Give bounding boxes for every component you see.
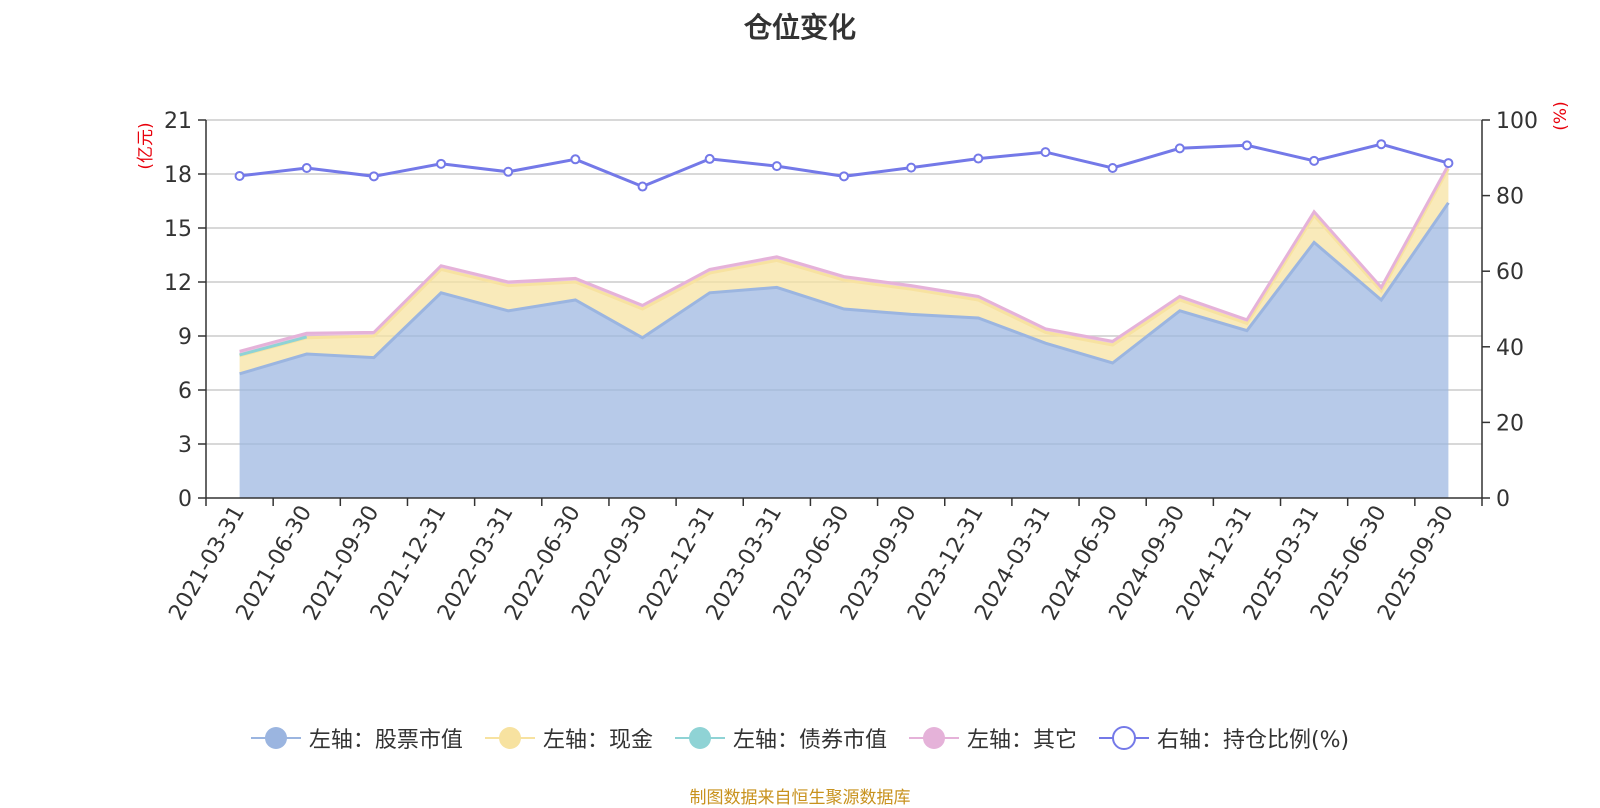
right-axis-tick-label: 80 (1496, 185, 1524, 210)
ratio-point[interactable] (771, 161, 782, 172)
ratio-point[interactable] (570, 154, 581, 165)
right-axis-tick-label: 100 (1496, 109, 1538, 134)
legend-label: 左轴：债券市值 (732, 728, 887, 753)
legend-item[interactable]: 左轴：现金 (484, 722, 653, 754)
ratio-point[interactable] (1376, 139, 1387, 150)
left-axis-unit: (亿元) (136, 122, 156, 169)
legend-item[interactable]: 左轴：股票市值 (250, 722, 463, 754)
ratio-point[interactable] (1241, 140, 1252, 151)
left-axis-tick-label: 3 (178, 433, 192, 458)
ratio-point[interactable] (704, 153, 715, 164)
left-axis-tick-label: 18 (164, 163, 192, 188)
area-fill (239, 202, 1449, 499)
left-axis-tick-label: 6 (178, 379, 192, 404)
ratio-point[interactable] (839, 171, 849, 182)
legend: 左轴：股票市值 左轴：现金 左轴：债券市值 左轴：其它 右轴：持仓比例(%) (0, 722, 1600, 754)
legend-item[interactable]: 左轴：债券市值 (674, 722, 887, 754)
left-axis-tick-label: 12 (164, 271, 192, 296)
ratio-point[interactable] (1040, 147, 1051, 158)
right-axis-unit: (%) (1551, 101, 1571, 130)
left-axis-tick-label: 9 (178, 325, 192, 350)
legend-marker-icon (250, 727, 301, 749)
right-axis-tick-label: 60 (1496, 260, 1524, 285)
legend-marker-icon (484, 727, 535, 749)
source-note: 制图数据来自恒生聚源数据库 (689, 788, 911, 808)
legend-label: 左轴：其它 (966, 728, 1077, 753)
legend-item[interactable]: 左轴：其它 (908, 722, 1077, 754)
chart-title: 仓位变化 (743, 11, 856, 44)
legend-marker-icon (908, 727, 959, 749)
left-axis-tick-label: 15 (164, 217, 192, 242)
ratio-point[interactable] (1107, 163, 1118, 174)
ratio-point[interactable] (973, 153, 984, 164)
axes (198, 119, 1490, 506)
area-top-line (239, 167, 1450, 358)
area-top-line (239, 335, 308, 357)
stacked-areas (239, 165, 1449, 499)
right-axis-tick-label: 20 (1496, 411, 1524, 436)
ratio-point[interactable] (906, 162, 917, 173)
ratio-point[interactable] (234, 170, 245, 181)
legend-marker-icon (674, 727, 725, 749)
right-axis-tick-label: 40 (1496, 336, 1524, 361)
series-lines (234, 139, 1454, 376)
right-axis-tick-label: 0 (1496, 487, 1510, 512)
left-axis-tick-label: 21 (164, 109, 192, 134)
ratio-point[interactable] (1309, 155, 1320, 166)
legend-marker-icon (1098, 726, 1149, 750)
legend-label: 左轴：现金 (542, 728, 653, 753)
ratio-point[interactable] (1443, 158, 1454, 169)
ratio-point[interactable] (503, 166, 514, 177)
ratio-point[interactable] (368, 171, 379, 182)
ratio-point[interactable] (637, 181, 648, 192)
area-top-line (239, 164, 1450, 353)
legend-label: 右轴：持仓比例(%) (1156, 728, 1350, 753)
ratio-point[interactable] (301, 163, 312, 174)
area-top-line (239, 201, 1450, 376)
ratio-point[interactable] (1174, 143, 1185, 154)
legend-label: 左轴：股票市值 (308, 728, 463, 753)
left-axis-tick-label: 0 (178, 487, 192, 512)
ratio-point[interactable] (436, 158, 447, 169)
legend-item[interactable]: 右轴：持仓比例(%) (1098, 722, 1350, 754)
